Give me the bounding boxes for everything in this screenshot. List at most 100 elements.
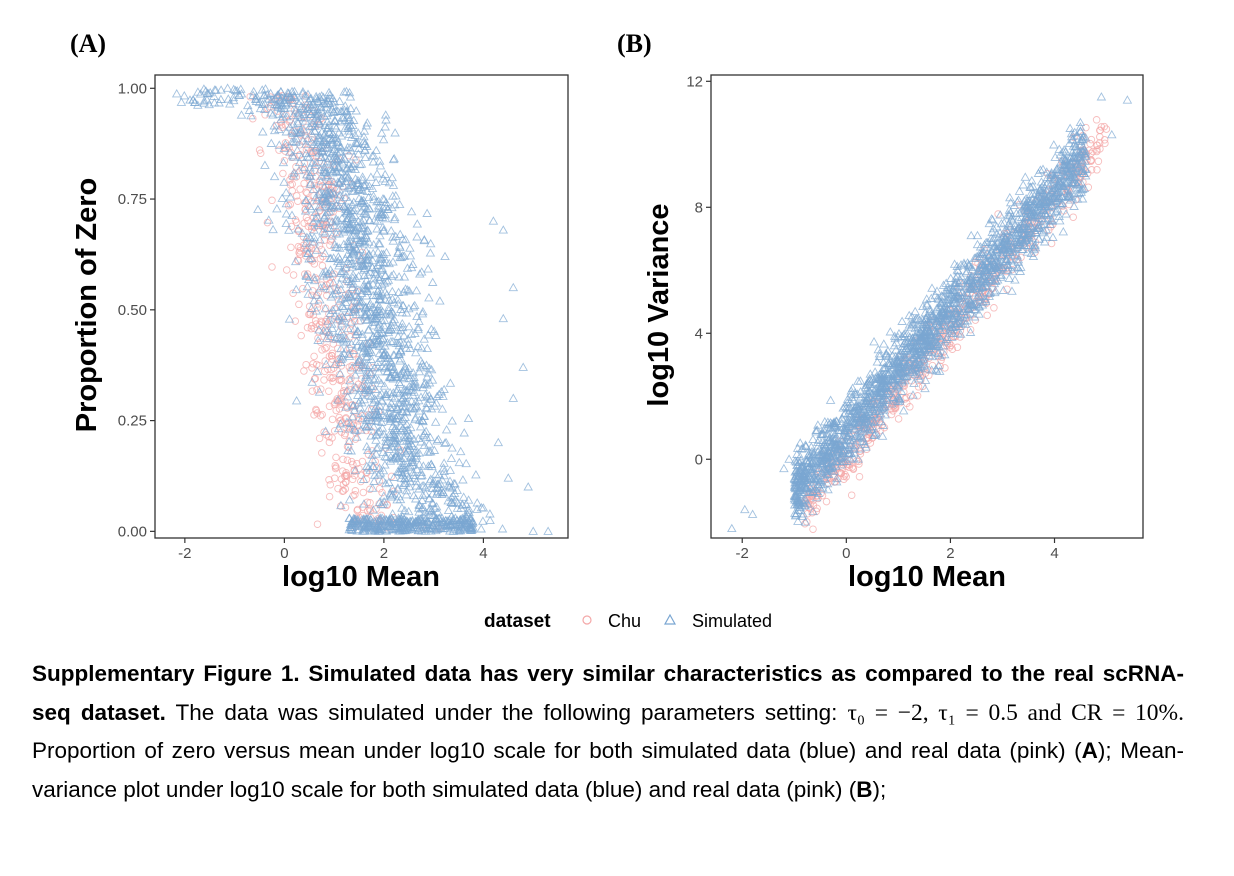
point-simulated xyxy=(236,84,246,93)
point-simulated xyxy=(296,96,306,106)
point-simulated xyxy=(307,377,317,386)
point-simulated xyxy=(358,474,369,483)
point-simulated xyxy=(878,420,888,429)
point-simulated xyxy=(898,371,909,380)
point-simulated xyxy=(422,372,432,381)
point-simulated xyxy=(334,254,345,263)
point-simulated xyxy=(1058,226,1069,236)
point-simulated xyxy=(334,96,345,105)
point-simulated xyxy=(976,291,987,300)
point-simulated xyxy=(348,158,359,168)
point-simulated xyxy=(380,213,391,223)
point-simulated xyxy=(199,84,209,93)
point-simulated xyxy=(415,269,425,278)
point-simulated xyxy=(344,223,355,233)
point-simulated xyxy=(354,238,365,247)
point-simulated xyxy=(313,107,324,117)
point-chu xyxy=(311,317,320,325)
point-simulated xyxy=(974,302,984,311)
point-simulated xyxy=(306,177,316,187)
point-simulated xyxy=(806,442,817,451)
point-simulated xyxy=(434,389,444,398)
point-simulated xyxy=(375,426,385,435)
point-simulated xyxy=(330,359,340,368)
point-simulated xyxy=(1003,241,1014,251)
point-simulated xyxy=(414,316,424,325)
point-simulated xyxy=(410,414,420,424)
point-simulated xyxy=(1005,192,1015,202)
point-simulated xyxy=(912,350,923,359)
point-simulated xyxy=(880,409,890,419)
point-simulated xyxy=(333,223,343,232)
point-chu xyxy=(351,487,360,495)
point-chu xyxy=(284,201,293,210)
point-chu xyxy=(346,349,354,357)
point-simulated xyxy=(812,463,823,472)
point-simulated xyxy=(222,83,233,92)
point-simulated xyxy=(359,343,370,353)
point-chu xyxy=(302,145,311,154)
point-simulated xyxy=(310,160,320,170)
point-chu xyxy=(315,241,324,250)
point-simulated xyxy=(359,180,369,190)
point-simulated xyxy=(408,522,419,531)
point-simulated xyxy=(307,147,317,157)
point-simulated xyxy=(331,302,341,312)
point-simulated xyxy=(368,273,379,283)
point-simulated xyxy=(436,386,447,396)
point-simulated xyxy=(373,375,384,384)
point-simulated xyxy=(508,282,519,292)
point-chu xyxy=(345,363,354,371)
point-simulated xyxy=(908,352,919,362)
point-simulated xyxy=(312,141,322,151)
point-simulated xyxy=(897,331,907,340)
point-simulated xyxy=(314,324,324,334)
point-simulated xyxy=(324,133,335,142)
point-simulated xyxy=(381,440,391,449)
point-simulated xyxy=(912,313,922,323)
panel-a-plot-border xyxy=(154,74,569,539)
point-simulated xyxy=(341,274,352,283)
point-simulated xyxy=(855,376,866,385)
point-simulated xyxy=(377,396,387,406)
point-simulated xyxy=(393,294,403,304)
point-chu xyxy=(343,456,352,464)
point-simulated xyxy=(823,484,833,494)
point-simulated xyxy=(327,104,338,114)
point-simulated xyxy=(298,88,308,98)
point-simulated xyxy=(361,348,372,358)
point-simulated xyxy=(314,119,324,128)
point-simulated xyxy=(377,315,387,325)
point-simulated xyxy=(361,422,371,431)
point-simulated xyxy=(356,425,366,434)
point-chu xyxy=(311,274,320,282)
point-chu xyxy=(330,427,339,435)
point-simulated xyxy=(347,307,358,316)
point-simulated xyxy=(416,467,426,477)
point-chu xyxy=(261,111,269,119)
point-simulated xyxy=(922,310,933,319)
point-simulated xyxy=(405,243,415,252)
point-simulated xyxy=(861,385,872,394)
point-simulated xyxy=(375,264,385,274)
point-simulated xyxy=(397,460,407,469)
point-simulated xyxy=(358,215,369,224)
point-simulated xyxy=(837,422,848,432)
point-simulated xyxy=(1073,158,1083,168)
point-simulated xyxy=(347,401,358,410)
point-simulated xyxy=(438,487,448,496)
point-simulated xyxy=(421,402,432,412)
point-simulated xyxy=(458,475,468,484)
point-simulated xyxy=(320,228,331,237)
point-simulated xyxy=(331,166,341,176)
point-simulated xyxy=(346,277,356,286)
point-simulated xyxy=(357,175,368,184)
point-simulated xyxy=(808,506,818,516)
point-simulated xyxy=(425,503,436,513)
point-simulated xyxy=(322,269,332,279)
point-simulated xyxy=(416,471,426,480)
point-chu xyxy=(315,434,324,443)
point-simulated xyxy=(316,91,327,100)
point-simulated xyxy=(389,393,400,402)
